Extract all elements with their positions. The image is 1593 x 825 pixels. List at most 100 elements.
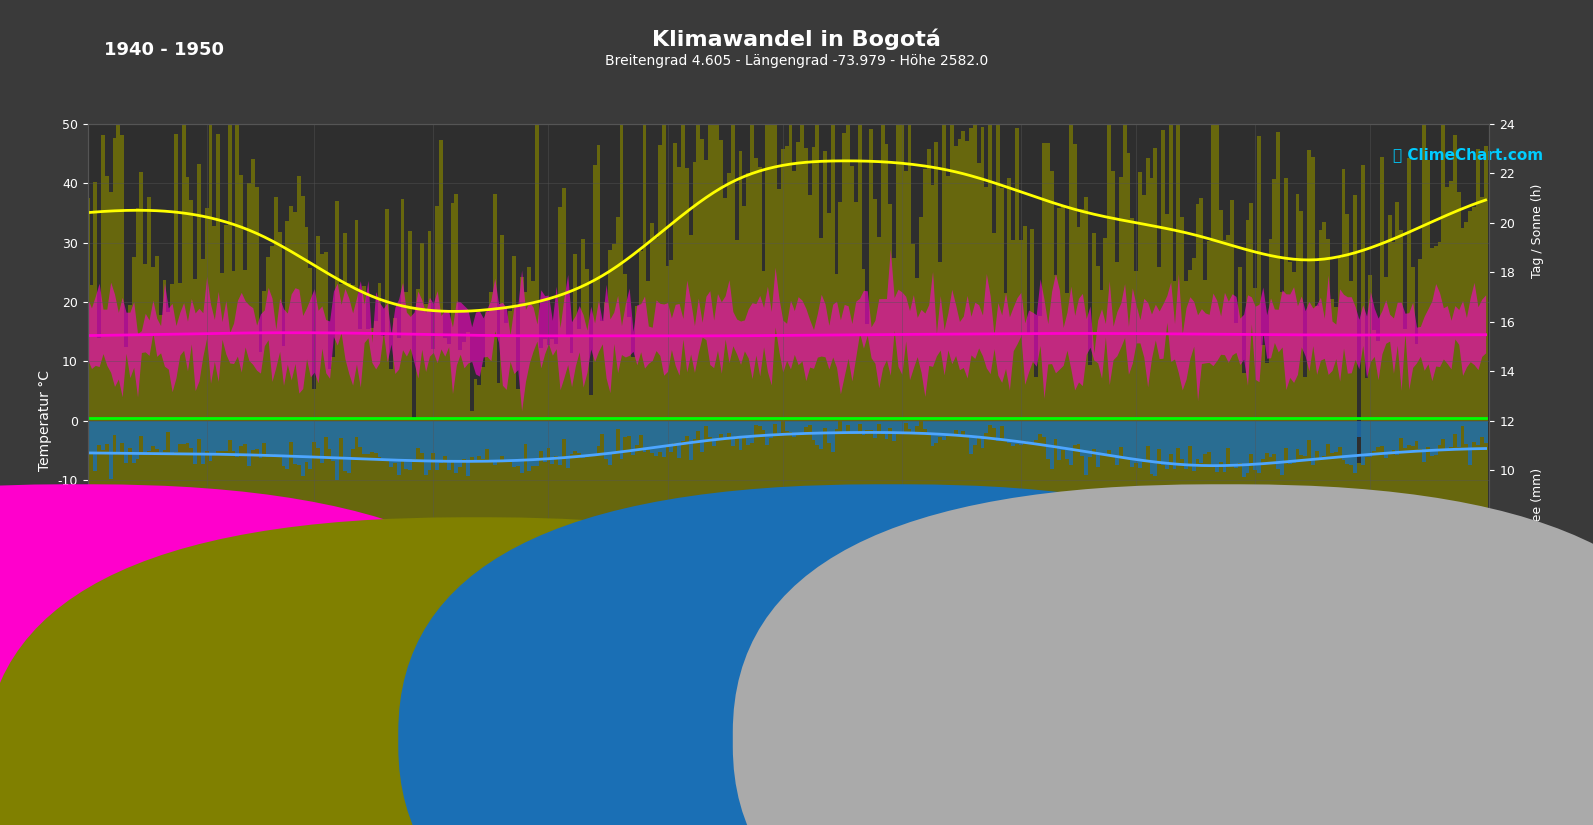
Bar: [516, 421, 519, 466]
Bar: [339, 421, 342, 438]
Bar: [247, 183, 250, 718]
Bar: [1241, 373, 1246, 718]
Bar: [1196, 421, 1200, 459]
Bar: [685, 168, 688, 718]
Bar: [1300, 421, 1303, 455]
Bar: [938, 262, 941, 718]
Bar: [1450, 182, 1453, 718]
Bar: [201, 259, 205, 718]
Bar: [1184, 281, 1188, 718]
Bar: [1203, 421, 1207, 454]
Bar: [1445, 186, 1450, 718]
Bar: [973, 421, 977, 446]
Bar: [1273, 178, 1276, 718]
Bar: [1157, 266, 1161, 718]
Bar: [1215, 421, 1219, 473]
Bar: [527, 267, 530, 718]
Bar: [366, 329, 370, 718]
Bar: [1096, 266, 1099, 718]
Bar: [1123, 421, 1126, 460]
Bar: [1380, 421, 1384, 446]
Bar: [680, 124, 685, 718]
Bar: [1303, 421, 1306, 456]
Bar: [889, 205, 892, 718]
Bar: [930, 421, 935, 446]
Bar: [473, 421, 478, 461]
Bar: [1349, 421, 1352, 465]
Bar: [661, 421, 666, 457]
Bar: [1104, 421, 1107, 455]
Bar: [1254, 288, 1257, 718]
Bar: [707, 124, 712, 718]
Bar: [416, 421, 421, 448]
Bar: [386, 209, 389, 718]
Bar: [674, 421, 677, 442]
Bar: [688, 235, 693, 718]
Bar: [1311, 421, 1314, 465]
Bar: [892, 421, 897, 441]
Bar: [1077, 421, 1080, 444]
Bar: [1222, 421, 1227, 472]
Bar: [1023, 421, 1026, 441]
Bar: [277, 421, 282, 455]
Bar: [554, 421, 558, 455]
Bar: [124, 347, 127, 718]
Bar: [378, 421, 381, 457]
Bar: [1333, 307, 1338, 718]
Bar: [558, 207, 562, 718]
Bar: [811, 148, 816, 718]
Bar: [538, 421, 543, 451]
Bar: [1088, 421, 1091, 457]
Bar: [1273, 421, 1276, 454]
Bar: [108, 421, 113, 479]
Bar: [86, 198, 89, 718]
Bar: [301, 421, 304, 476]
Bar: [1461, 421, 1464, 426]
Bar: [462, 421, 465, 459]
Bar: [440, 421, 443, 463]
Bar: [785, 146, 789, 718]
Bar: [1411, 267, 1415, 718]
Bar: [190, 421, 193, 448]
Bar: [832, 124, 835, 718]
Bar: [546, 345, 551, 718]
Bar: [296, 421, 301, 465]
Bar: [432, 421, 435, 453]
Bar: [350, 285, 355, 718]
Bar: [1066, 421, 1069, 459]
Bar: [481, 367, 486, 718]
Bar: [1257, 136, 1262, 718]
Text: Tag / Sonne (h): Tag / Sonne (h): [462, 716, 569, 729]
Bar: [435, 421, 440, 470]
Bar: [984, 421, 988, 432]
Bar: [1480, 197, 1483, 718]
Bar: [470, 421, 473, 457]
Text: Monatsdurchschnitt: Monatsdurchschnitt: [1246, 768, 1356, 778]
Bar: [808, 421, 811, 425]
Bar: [178, 421, 182, 445]
Bar: [1357, 463, 1360, 718]
Bar: [511, 421, 516, 467]
Bar: [151, 421, 155, 446]
Bar: [949, 124, 954, 718]
Bar: [973, 124, 977, 718]
Bar: [1161, 421, 1164, 464]
Bar: [1126, 153, 1131, 718]
Bar: [996, 421, 1000, 441]
Bar: [636, 306, 639, 718]
Bar: [1327, 421, 1330, 445]
Bar: [854, 202, 857, 718]
Bar: [1180, 217, 1184, 718]
Bar: [1426, 421, 1431, 447]
Bar: [159, 315, 162, 718]
Bar: [497, 421, 500, 460]
Bar: [884, 421, 889, 439]
Text: Breitengrad 4.605 - Längengrad -73.979 - Höhe 2582.0: Breitengrad 4.605 - Längengrad -73.979 -…: [605, 54, 988, 68]
Bar: [331, 357, 336, 718]
Bar: [1333, 421, 1338, 452]
Bar: [127, 421, 132, 448]
Text: Monatsdurchschnitt: Monatsdurchschnitt: [911, 768, 1021, 778]
Bar: [478, 385, 481, 718]
Bar: [492, 421, 497, 465]
Bar: [804, 421, 808, 427]
